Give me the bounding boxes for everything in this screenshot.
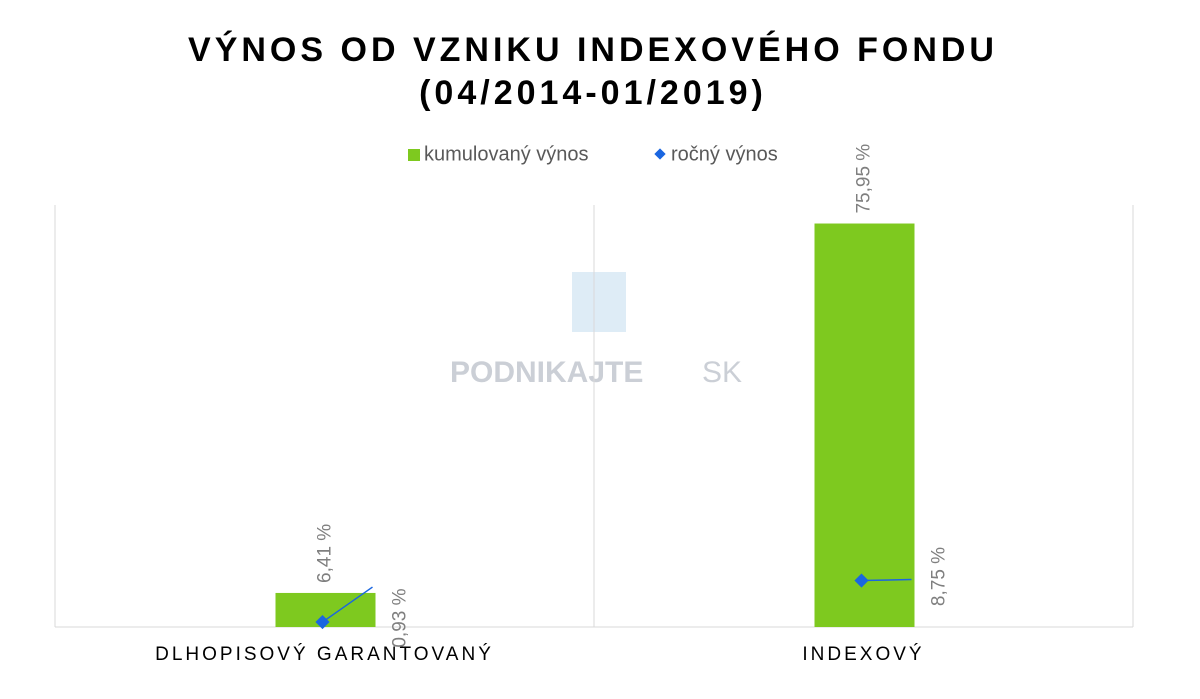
legend-swatch xyxy=(408,149,420,161)
data-label: 75,95 % xyxy=(854,144,875,214)
watermark-text: PODNIKAJTE xyxy=(450,356,643,389)
x-tick-label: DLHOPISOVÝ GARANTOVANÝ xyxy=(155,644,494,665)
watermark-text: SK xyxy=(702,356,742,389)
line-marker xyxy=(315,614,330,630)
leader-line xyxy=(322,586,373,623)
legend-label: kumulovaný výnos xyxy=(424,143,589,165)
line-marker xyxy=(854,573,869,588)
watermark-logo xyxy=(572,272,626,332)
data-label: 0,93 % xyxy=(390,588,411,647)
data-label: 8,75 % xyxy=(929,547,950,606)
chart-title: VÝNOS OD VZNIKU INDEXOVÉHO FONDU xyxy=(188,31,998,69)
data-label: 6,41 % xyxy=(315,524,336,583)
watermark: PODNIKAJTE SK xyxy=(450,272,742,389)
bar xyxy=(814,223,915,627)
x-tick-label: INDEXOVÝ xyxy=(802,644,924,665)
legend-label: ročný výnos xyxy=(671,143,778,165)
legend-swatch xyxy=(654,148,666,160)
leader-line xyxy=(861,578,912,582)
chart-title: (04/2014-01/2019) xyxy=(419,74,767,112)
